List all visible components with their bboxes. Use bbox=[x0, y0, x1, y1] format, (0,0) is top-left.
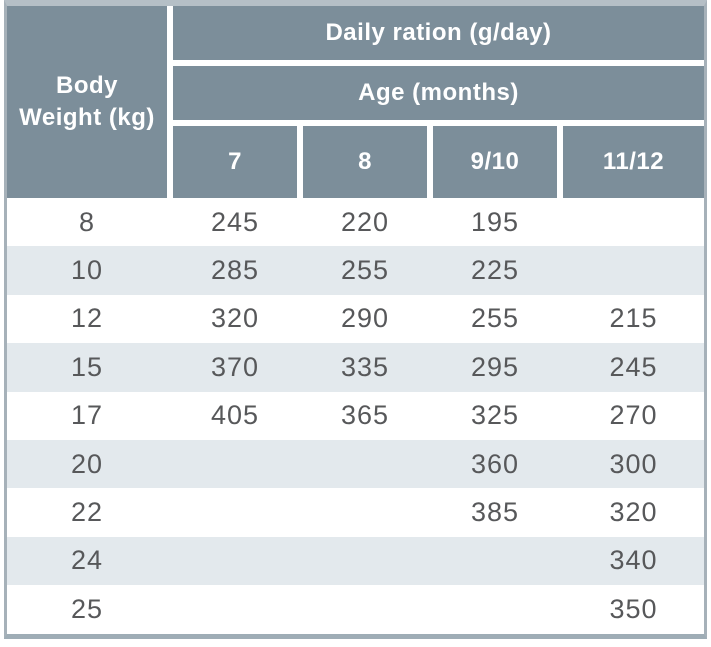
ration-cell: 350 bbox=[609, 593, 658, 624]
weight-cell: 8 bbox=[78, 206, 96, 237]
age-columns-row: 7 8 9/10 11/12 bbox=[173, 126, 704, 198]
table-row: 10 285 255 225 bbox=[7, 246, 704, 295]
table-header: Body Weight (kg) Daily ration (g/day) Ag… bbox=[7, 6, 704, 198]
ration-cell: 225 bbox=[470, 255, 520, 286]
weight-cell: 20 bbox=[70, 448, 104, 479]
table-row: 22 385 320 bbox=[7, 488, 704, 537]
table-body: 8 245 220 195 10 285 255 225 12 320 290 … bbox=[7, 198, 704, 634]
ration-cell: 270 bbox=[609, 400, 658, 431]
header-right-stack: Daily ration (g/day) Age (months) 7 8 9/… bbox=[173, 6, 704, 198]
ration-cell: 370 bbox=[210, 351, 260, 382]
table-row: 20 360 300 bbox=[7, 439, 704, 489]
ration-cell: 335 bbox=[340, 351, 390, 382]
ration-cell: 385 bbox=[470, 497, 520, 528]
body-weight-header: Body Weight (kg) bbox=[7, 6, 167, 198]
age-column-9-10: 9/10 bbox=[433, 126, 557, 198]
daily-ration-header: Daily ration (g/day) bbox=[173, 6, 704, 60]
weight-cell: 17 bbox=[70, 400, 104, 431]
ration-cell: 365 bbox=[340, 400, 390, 431]
table-row: 25 350 bbox=[7, 585, 704, 634]
table-row: 24 340 bbox=[7, 536, 704, 586]
weight-cell: 24 bbox=[70, 545, 104, 576]
ration-cell: 220 bbox=[340, 206, 390, 237]
ration-cell: 290 bbox=[340, 303, 390, 334]
ration-cell: 255 bbox=[470, 303, 520, 334]
age-column-7: 7 bbox=[173, 126, 297, 198]
table-row: 15 370 335 295 245 bbox=[7, 343, 704, 392]
ration-cell: 195 bbox=[470, 206, 520, 237]
ration-cell: 320 bbox=[609, 497, 658, 528]
ration-cell: 340 bbox=[609, 545, 658, 576]
weight-cell: 12 bbox=[70, 303, 104, 334]
ration-cell: 405 bbox=[210, 400, 260, 431]
weight-cell: 25 bbox=[70, 593, 104, 624]
weight-cell: 10 bbox=[70, 255, 104, 286]
daily-ration-table: Body Weight (kg) Daily ration (g/day) Ag… bbox=[4, 0, 707, 639]
table-row: 12 320 290 255 215 bbox=[7, 294, 704, 344]
ration-cell: 245 bbox=[609, 351, 658, 382]
body-weight-header-line2: Weight (kg) bbox=[19, 104, 155, 131]
age-column-8: 8 bbox=[303, 126, 427, 198]
weight-cell: 22 bbox=[70, 497, 104, 528]
body-weight-header-line1: Body bbox=[56, 71, 118, 99]
ration-cell: 295 bbox=[470, 351, 520, 382]
ration-cell: 285 bbox=[210, 255, 260, 286]
ration-cell: 300 bbox=[609, 448, 658, 479]
table-row: 8 245 220 195 bbox=[7, 198, 704, 247]
ration-cell: 320 bbox=[210, 303, 260, 334]
ration-cell: 255 bbox=[340, 255, 390, 286]
ration-cell: 245 bbox=[210, 206, 260, 237]
age-column-11-12: 11/12 bbox=[563, 126, 704, 198]
table-row: 17 405 365 325 270 bbox=[7, 391, 704, 440]
age-months-header: Age (months) bbox=[173, 66, 704, 120]
ration-cell: 325 bbox=[470, 400, 520, 431]
ration-cell: 360 bbox=[470, 448, 520, 479]
weight-cell: 15 bbox=[70, 351, 104, 382]
ration-cell: 215 bbox=[609, 303, 658, 334]
